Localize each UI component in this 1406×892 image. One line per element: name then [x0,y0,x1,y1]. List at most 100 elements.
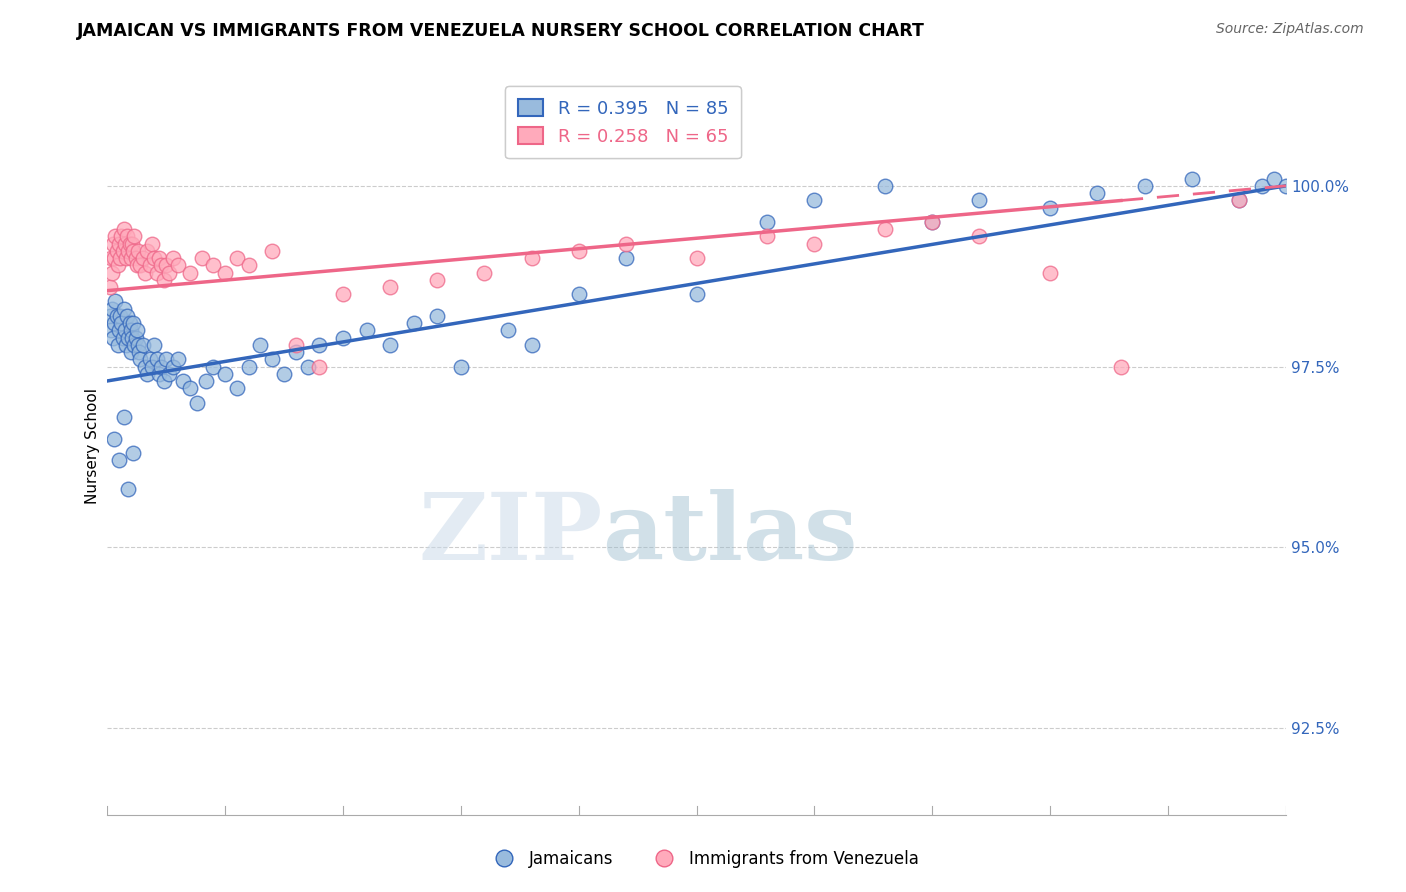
Point [179,266,201,280]
Point [114,236,136,251]
Point [110,316,132,330]
Legend: Jamaicans, Immigrants from Venezuela: Jamaicans, Immigrants from Venezuela [481,844,925,875]
Point [121,330,143,344]
Point [108,323,131,337]
Point [107,338,129,352]
Point [125,258,148,272]
Point [225,381,247,395]
Point [332,287,354,301]
Point [117,229,139,244]
Point [685,251,707,265]
Point [1181,171,1204,186]
Point [356,323,378,337]
Point [297,359,319,374]
Point [120,323,142,337]
Point [1109,359,1132,374]
Point [117,483,139,497]
Point [122,316,145,330]
Point [756,229,779,244]
Point [112,410,135,425]
Point [284,338,307,352]
Point [1263,171,1285,186]
Point [921,215,943,229]
Point [162,251,184,265]
Point [134,359,156,374]
Point [115,338,138,352]
Point [150,258,173,272]
Point [167,258,190,272]
Point [155,258,177,272]
Point [145,352,167,367]
Point [284,345,307,359]
Point [105,244,128,258]
Point [110,229,132,244]
Point [148,251,170,265]
Point [202,359,225,374]
Point [131,338,153,352]
Point [114,323,136,337]
Point [969,194,991,208]
Point [1039,201,1062,215]
Point [111,244,134,258]
Point [143,251,166,265]
Point [238,359,260,374]
Point [100,323,122,337]
Point [1227,194,1250,208]
Point [378,280,401,294]
Point [101,236,124,251]
Point [112,222,135,236]
Point [262,352,284,367]
Point [568,287,591,301]
Point [179,381,201,395]
Point [100,251,122,265]
Point [124,229,146,244]
Point [614,251,637,265]
Text: atlas: atlas [602,490,858,580]
Text: Source: ZipAtlas.com: Source: ZipAtlas.com [1216,22,1364,37]
Point [214,266,236,280]
Point [474,266,496,280]
Point [134,266,156,280]
Point [98,280,121,294]
Point [121,236,143,251]
Point [186,395,208,409]
Point [131,251,153,265]
Point [875,222,897,236]
Point [225,251,247,265]
Point [332,330,354,344]
Point [101,330,124,344]
Point [111,330,134,344]
Point [378,338,401,352]
Point [273,367,295,381]
Legend: R = 0.395   N = 85, R = 0.258   N = 65: R = 0.395 N = 85, R = 0.258 N = 65 [505,87,741,159]
Point [120,345,142,359]
Point [107,258,129,272]
Point [118,316,141,330]
Point [128,345,150,359]
Point [426,273,449,287]
Point [117,309,139,323]
Point [450,359,472,374]
Point [803,194,825,208]
Point [103,316,125,330]
Point [108,453,131,467]
Text: JAMAICAN VS IMMIGRANTS FROM VENEZUELA NURSERY SCHOOL CORRELATION CHART: JAMAICAN VS IMMIGRANTS FROM VENEZUELA NU… [77,22,925,40]
Point [124,251,146,265]
Point [153,374,176,388]
Point [117,244,139,258]
Y-axis label: Nursery School: Nursery School [86,388,100,504]
Point [969,229,991,244]
Point [214,367,236,381]
Point [118,236,141,251]
Point [117,330,139,344]
Point [568,244,591,258]
Point [125,323,148,337]
Point [921,215,943,229]
Point [1251,178,1274,193]
Point [520,338,543,352]
Point [129,352,152,367]
Point [238,258,260,272]
Point [520,251,543,265]
Point [157,266,180,280]
Point [98,309,121,323]
